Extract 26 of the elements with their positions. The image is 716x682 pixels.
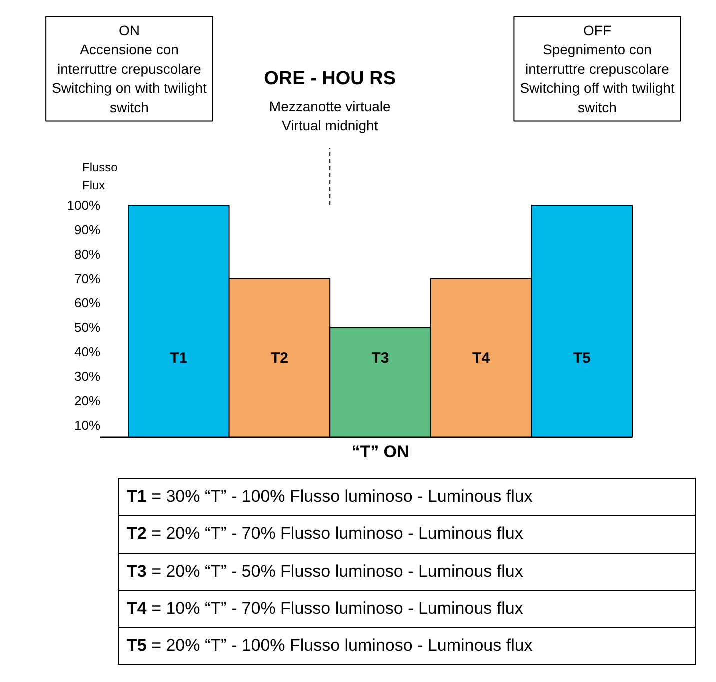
y-tick-label: 50% [74,320,101,336]
text: T2 = 20% “T” - 70% Flusso luminoso - Luminous flux [118,516,696,554]
text: T3 = 20% “T” - 50% Flusso luminoso - Luminous flux [118,553,696,590]
y-axis-title: Flusso Flux [82,160,118,193]
text: Mezzanotte virtuale Virtual midnight [269,98,392,134]
y-tick-label: 60% [74,296,101,311]
y-tick-label: 20% [74,393,101,408]
text: ON Accensione con interruttre crepuscolare Switching on with twilight switch [52,22,208,116]
x-tick-label: T3 [372,350,390,367]
y-tick-label: 80% [74,246,101,262]
text: T1 = 30% “T” - 100% Flusso luminoso - Luminous flux [118,478,696,516]
x-tick-label: T2 [270,350,288,367]
y-tick-label: 10% [74,418,101,433]
x-tick-label: T4 [472,350,491,367]
text: T4 = 10% “T” - 70% Flusso luminoso - Luminous flux [118,590,696,628]
y-tick-label: 90% [74,222,101,238]
y-tick-label: 40% [74,344,101,360]
text: T5 = 20% “T” - 100% Flusso luminoso - Luminous flux [118,628,696,665]
chart-title: ORE - HOU RS [264,68,396,90]
x-tick-label: T5 [573,350,591,367]
y-tick-label: 70% [74,271,101,286]
x-tick-label: T1 [170,350,188,367]
y-tick-label: 100% [67,198,101,213]
text: OFF Spegnimento con interruttre crepuscolare Switching off with twilight switch [520,22,675,116]
y-tick-label: 30% [74,368,101,384]
x-axis-title: “T” ON [352,442,410,462]
